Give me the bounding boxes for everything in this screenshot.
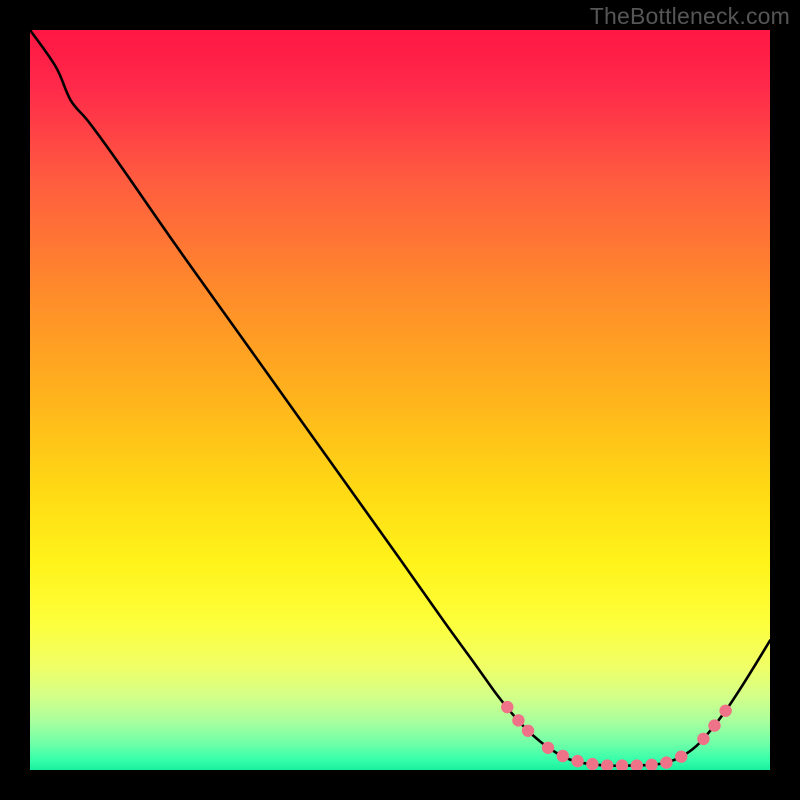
curve-markers: [501, 701, 732, 770]
curve-marker: [586, 758, 598, 770]
curve-marker: [708, 719, 720, 731]
chart-area: [30, 30, 770, 770]
curve-marker: [522, 725, 534, 737]
curve-marker: [645, 759, 657, 770]
curve-marker: [631, 759, 643, 770]
curve-marker: [571, 755, 583, 767]
bottleneck-curve: [30, 30, 770, 766]
curve-marker: [512, 714, 524, 726]
chart-overlay: [30, 30, 770, 770]
curve-marker: [660, 756, 672, 768]
curve-marker: [616, 759, 628, 770]
curve-marker: [719, 705, 731, 717]
curve-marker: [697, 733, 709, 745]
watermark-text: TheBottleneck.com: [590, 3, 790, 30]
curve-marker: [601, 759, 613, 770]
curve-marker: [557, 750, 569, 762]
curve-marker: [675, 750, 687, 762]
curve-marker: [542, 742, 554, 754]
curve-marker: [501, 701, 513, 713]
